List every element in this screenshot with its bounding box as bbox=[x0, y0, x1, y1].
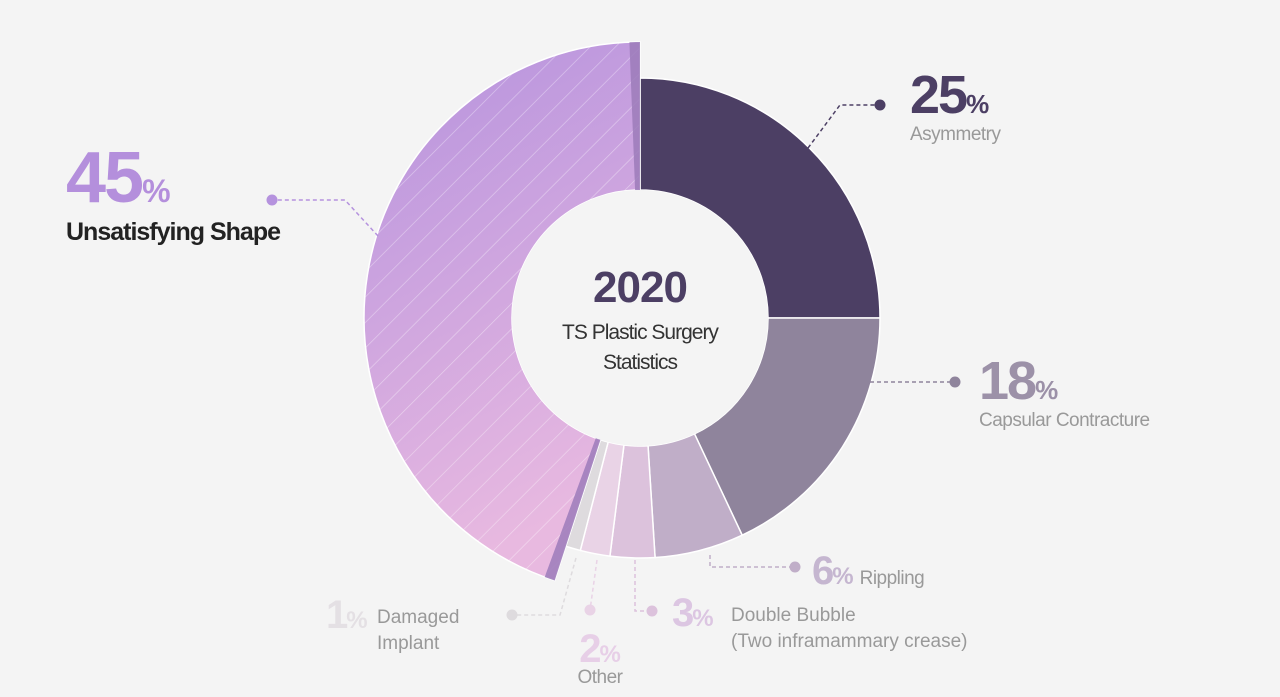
leader-dot-rippling bbox=[789, 561, 801, 573]
leader-line-other bbox=[589, 559, 598, 611]
pct-value: 18 bbox=[979, 351, 1037, 411]
pct-value: 1 bbox=[326, 593, 348, 637]
label-capsular-contracture: 18% Capsular Contracture bbox=[979, 352, 1150, 432]
leader-line-unsatisfying-shape bbox=[272, 199, 379, 237]
leader-line-damaged-implant bbox=[512, 557, 577, 616]
center-year: 2020 bbox=[593, 263, 688, 312]
pct-sign: % bbox=[1035, 375, 1059, 405]
chart-center: 2020 TS Plastic Surgery Statistics bbox=[512, 262, 768, 378]
center-subtitle-line2: Statistics bbox=[602, 351, 678, 374]
donut-hole bbox=[512, 190, 768, 446]
pct-value: 2 bbox=[579, 627, 601, 671]
leader-dot-damaged-implant bbox=[506, 609, 518, 621]
slice-unsatisfying-shape-stripes bbox=[363, 42, 640, 581]
label-double-bubble: 3% Double Bubble (Two inframammary creas… bbox=[672, 591, 968, 652]
label-asymmetry: 25% Asymmetry bbox=[910, 66, 1001, 146]
category-label-line2: Implant bbox=[377, 633, 440, 654]
label-unsatisfying-shape: 45% Unsatisfying Shape bbox=[66, 138, 281, 247]
leader-dot-other bbox=[584, 604, 596, 616]
label-other: 2% Other bbox=[560, 627, 640, 689]
pct-sign: % bbox=[832, 563, 854, 590]
leader-dot-capsular-contracture bbox=[949, 376, 961, 388]
category-label: Other bbox=[577, 667, 623, 688]
category-label-line2: (Two inframammary crease) bbox=[731, 631, 968, 652]
category-label-line1: Damaged bbox=[377, 607, 460, 628]
pct-sign: % bbox=[599, 641, 621, 668]
category-label: Damaged Implant bbox=[377, 605, 459, 657]
pct-value: 25 bbox=[910, 65, 968, 125]
leader-dot-unsatisfying-shape bbox=[266, 194, 278, 206]
pct-sign: % bbox=[966, 89, 990, 119]
label-rippling: 6% Rippling bbox=[812, 549, 925, 593]
pct-value: 45 bbox=[66, 138, 144, 218]
center-subtitle-line1: TS Plastic Surgery bbox=[562, 321, 719, 344]
pct-sign: % bbox=[142, 173, 171, 209]
label-damaged-implant: 1% Damaged Implant bbox=[326, 593, 459, 654]
category-label: Capsular Contracture bbox=[979, 410, 1150, 431]
category-label: Rippling bbox=[859, 568, 925, 589]
category-label: Unsatisfying Shape bbox=[66, 218, 281, 246]
slice-edge-end bbox=[629, 42, 640, 191]
pct-value: 3 bbox=[672, 591, 694, 635]
pct-value: 6 bbox=[812, 549, 834, 593]
leader-line-double-bubble bbox=[634, 560, 652, 612]
category-label: Asymmetry bbox=[910, 124, 1001, 145]
category-label: Double Bubble (Two inframammary crease) bbox=[731, 603, 968, 655]
leader-line-rippling bbox=[709, 555, 795, 568]
leader-dot-double-bubble bbox=[646, 605, 658, 617]
pct-sign: % bbox=[346, 607, 368, 634]
leader-dot-asymmetry bbox=[874, 99, 886, 111]
center-subtitle: TS Plastic Surgery Statistics bbox=[512, 318, 768, 378]
leader-line-asymmetry bbox=[807, 104, 880, 149]
pct-sign: % bbox=[692, 605, 714, 632]
category-label-line1: Double Bubble bbox=[731, 605, 856, 626]
slice-edge-start bbox=[544, 438, 601, 581]
